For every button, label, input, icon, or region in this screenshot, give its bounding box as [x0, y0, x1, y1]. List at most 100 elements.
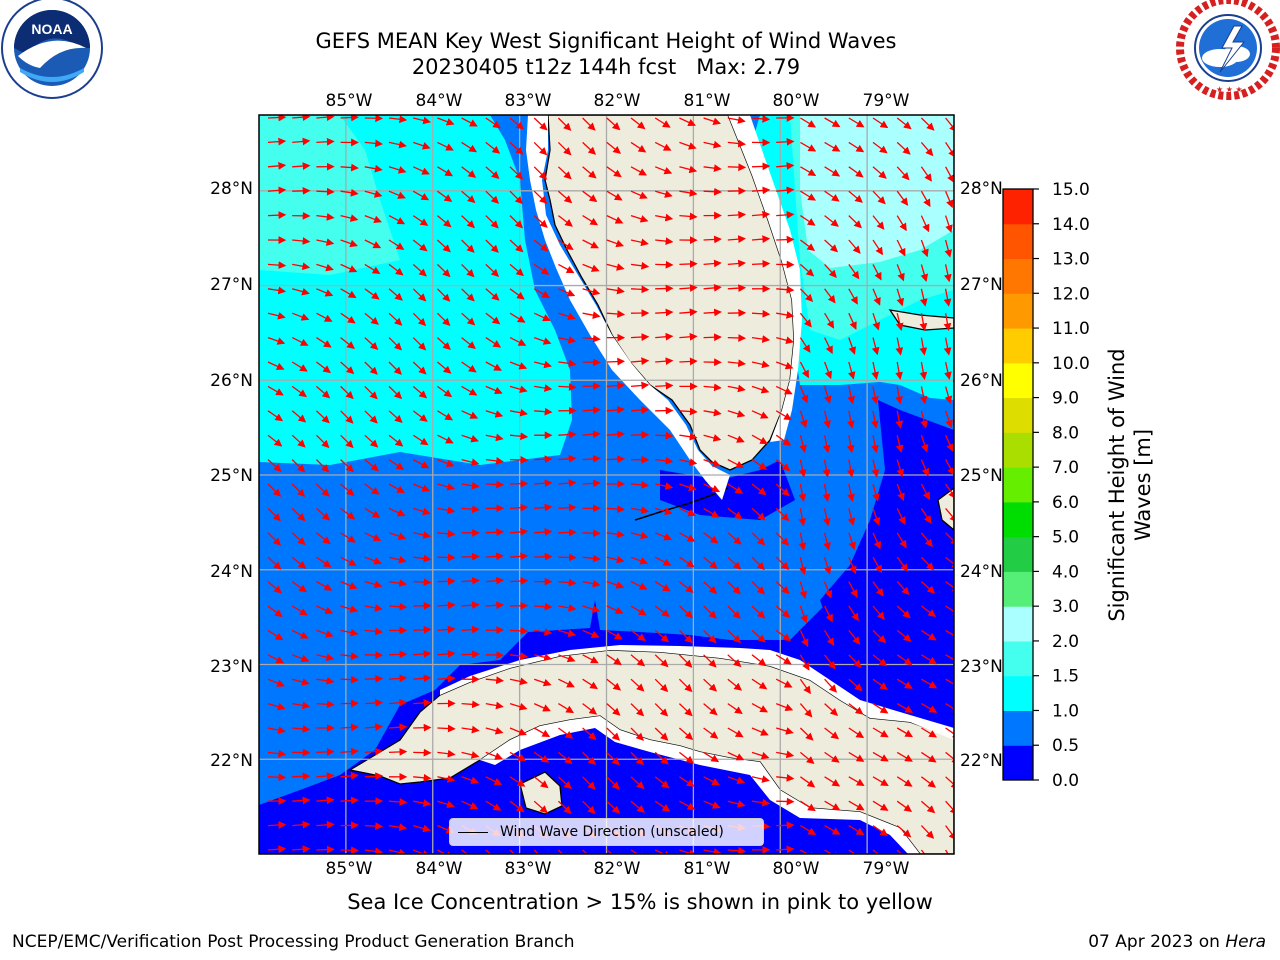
wind-wave-arrow: [509, 385, 528, 393]
colorbar: [1003, 189, 1033, 781]
wind-wave-arrow: [582, 215, 599, 226]
wind-wave-arrow: [292, 186, 311, 195]
wind-wave-arrow: [606, 263, 625, 271]
wind-wave-arrow: [267, 749, 287, 758]
wind-wave-arrow: [751, 556, 765, 571]
wind-wave-arrow: [727, 507, 743, 520]
wind-wave-arrow: [364, 385, 378, 400]
wind-wave-arrow: [945, 507, 954, 523]
wind-wave-arrow: [533, 800, 548, 814]
wind-wave-arrow: [582, 800, 596, 815]
wind-wave-arrow: [509, 751, 527, 762]
wind-wave-arrow: [823, 361, 833, 380]
lat-labels-right: 28°N 27°N 26°N 25°N 24°N 23°N 22°N: [960, 179, 1003, 771]
wind-wave-arrow: [703, 848, 722, 854]
wind-wave-arrow: [388, 239, 405, 250]
wind-wave-arrow: [872, 654, 888, 667]
colorbar-bin: [1003, 467, 1033, 503]
wind-wave-arrow: [678, 629, 693, 644]
wind-wave-arrow: [703, 483, 721, 493]
wind-wave-arrow: [534, 360, 552, 369]
wind-wave-arrow: [630, 506, 650, 515]
wind-wave-arrow: [582, 654, 599, 664]
wind-wave-arrow: [388, 190, 406, 199]
wind-wave-arrow: [630, 117, 646, 130]
wind-wave-arrow: [945, 654, 954, 664]
wind-wave-arrow: [509, 408, 528, 417]
wind-wave-arrow: [437, 724, 456, 733]
wind-wave-arrow: [798, 483, 807, 502]
wind-wave-arrow: [896, 581, 910, 596]
wind-wave-arrow: [799, 581, 808, 600]
wind-wave-arrow: [776, 845, 795, 854]
wind-wave-arrow: [340, 483, 355, 496]
wind-wave-arrow: [945, 166, 954, 183]
colorbar-tick-label: 8.0: [1052, 423, 1079, 443]
wind-wave-arrow: [895, 386, 903, 405]
lat-label: 25°N: [960, 466, 1003, 486]
wind-wave-arrow: [316, 748, 335, 756]
wind-wave-arrow: [630, 605, 647, 616]
wind-wave-arrow: [798, 459, 807, 478]
wind-wave-arrow: [412, 361, 427, 375]
wind-wave-arrow: [388, 337, 403, 351]
wind-wave-arrow: [872, 678, 888, 690]
wind-wave-arrow: [461, 700, 480, 709]
wind-wave-arrow: [267, 726, 286, 734]
wind-wave-arrow: [799, 727, 814, 741]
wind-wave-arrow: [848, 678, 863, 692]
wind-wave-arrow: [606, 215, 624, 224]
wind-wave-arrow: [920, 166, 932, 182]
wind-wave-arrow: [872, 215, 885, 230]
wind-wave-arrow: [509, 552, 529, 561]
wind-wave-arrow: [703, 581, 718, 594]
wind-wave-arrow: [848, 849, 864, 854]
wind-wave-arrow: [920, 141, 934, 157]
wind-wave-arrow: [388, 361, 402, 375]
lon-labels-top: 85°W 84°W 83°W 82°W 81°W 80°W 79°W: [326, 91, 910, 111]
wind-wave-arrow: [848, 703, 864, 715]
wind-wave-arrow: [437, 483, 456, 491]
wind-wave-arrow: [485, 626, 505, 634]
wind-wave-arrow: [340, 580, 358, 590]
wind-wave-arrow: [316, 581, 333, 591]
wind-wave-arrow: [703, 140, 722, 149]
wind-wave-arrow: [630, 556, 649, 565]
wind-wave-arrow: [727, 846, 747, 854]
wind-wave-arrow: [533, 849, 540, 854]
wind-wave-arrow: [340, 723, 359, 732]
wind-wave-arrow: [920, 532, 933, 548]
colorbar-bin: [1003, 362, 1033, 399]
wind-wave-arrow: [945, 776, 954, 790]
wind-wave-arrow: [920, 825, 935, 839]
wind-wave-arrow: [316, 700, 335, 709]
lon-label: 79°W: [863, 859, 910, 879]
wind-wave-arrow: [267, 581, 282, 594]
wind-wave-arrow: [558, 336, 577, 344]
wind-wave-arrow: [896, 459, 905, 478]
wind-wave-arrow: [437, 849, 454, 854]
wind-wave-arrow: [943, 337, 952, 356]
wind-wave-arrow: [920, 190, 931, 208]
wind-wave-arrow: [533, 703, 551, 712]
colorbar-title-line1: Significant Height of Wind: [1105, 348, 1129, 622]
wind-wave-arrow: [582, 479, 601, 488]
wind-wave-arrow: [679, 117, 696, 126]
wind-wave-arrow: [679, 189, 698, 197]
wind-wave-arrow: [654, 776, 670, 789]
wind-wave-arrow: [654, 678, 669, 693]
wind-wave-arrow: [945, 678, 954, 689]
wind-wave-arrow: [461, 337, 476, 350]
wind-wave-arrow: [751, 703, 769, 713]
wind-wave-arrow: [340, 361, 355, 375]
wind-wave-arrow: [412, 141, 431, 150]
wind-wave-arrow: [678, 605, 694, 619]
wind-wave-arrow: [533, 263, 550, 275]
wind-wave-arrow: [436, 239, 451, 253]
wind-wave-arrow: [630, 581, 648, 590]
wind-wave-arrow: [315, 459, 330, 473]
wind-wave-arrow: [461, 410, 479, 419]
wind-wave-arrow: [340, 188, 359, 197]
colorbar-bin: [1003, 223, 1033, 260]
wind-wave-arrow: [437, 458, 455, 468]
